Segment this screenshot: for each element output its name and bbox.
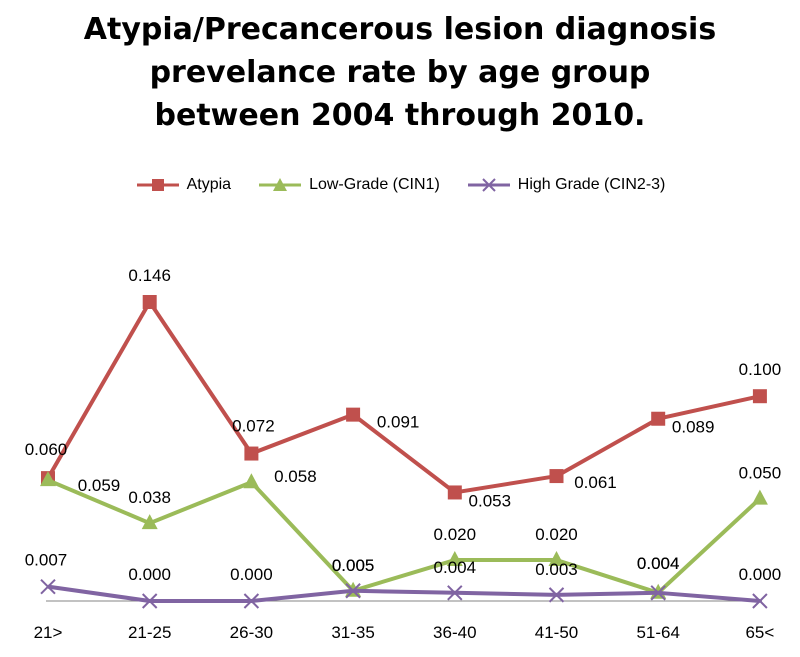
point-marker-low-grade	[40, 471, 56, 487]
legend-item-atypia: Atypia	[135, 176, 231, 194]
data-label-atypia: 0.091	[377, 413, 420, 432]
point-marker-low-grade	[751, 489, 768, 505]
data-label-low-grade: 0.038	[128, 488, 171, 507]
data-label-high-grade: 0.000	[128, 565, 171, 584]
legend-item-low-grade: Low-Grade (CIN1)	[257, 176, 440, 194]
legend-marker-low-grade	[259, 178, 302, 191]
point-marker-atypia	[346, 407, 361, 422]
data-label-atypia: 0.146	[128, 266, 171, 285]
data-label-low-grade: 0.059	[78, 476, 121, 495]
point-marker-high-grade	[141, 593, 158, 609]
data-label-high-grade: 0.000	[230, 565, 273, 584]
data-label-low-grade: 0.050	[739, 464, 782, 483]
x-tick-label: 21>	[34, 623, 63, 642]
data-label-high-grade: 0.000	[739, 565, 782, 584]
x-tick-label: 26-30	[230, 623, 273, 642]
data-label-high-grade: 0.004	[637, 554, 680, 573]
data-label-atypia: 0.053	[469, 491, 512, 510]
point-marker-low-grade	[141, 514, 158, 530]
data-label-low-grade: 0.020	[535, 525, 578, 544]
x-tick-label: 41-50	[535, 623, 578, 642]
x-tick-label: 65<	[745, 623, 774, 642]
series-line-high-grade	[47, 584, 761, 603]
chart-legend: Atypia Low-Grade (CIN1) High Grade (CIN2…	[0, 176, 800, 194]
point-marker-low-grade	[446, 551, 463, 567]
series-line-low-grade	[47, 478, 762, 595]
point-marker-atypia	[244, 446, 259, 461]
data-label-high-grade: 0.004	[434, 558, 477, 577]
point-marker-high-grade	[650, 585, 666, 601]
point-marker-high-grade	[40, 578, 56, 595]
data-label-low-grade: 0.020	[434, 525, 477, 544]
legend-label-low-grade: Low-Grade (CIN1)	[309, 176, 440, 193]
data-label-low-grade: 0.004	[637, 554, 680, 573]
point-marker-high-grade	[548, 587, 565, 603]
point-marker-high-grade	[447, 585, 463, 601]
point-marker-low-grade	[548, 551, 565, 567]
chart-title: Atypia/Precancerous lesion diagnosis pre…	[0, 8, 800, 137]
legend-marker-high-grade	[467, 178, 510, 192]
x-tick-label: 21-25	[128, 623, 171, 642]
legend-marker-atypia	[136, 179, 179, 191]
chart-title-line-1: Atypia/Precancerous lesion diagnosis	[83, 12, 717, 47]
data-label-high-grade: 0.003	[535, 560, 578, 579]
series-line-atypia	[46, 300, 761, 495]
x-tick-label: 31-35	[331, 623, 374, 642]
point-marker-atypia	[447, 485, 462, 500]
point-marker-atypia	[651, 411, 666, 426]
data-label-atypia: 0.061	[574, 473, 617, 492]
point-marker-high-grade	[752, 593, 768, 609]
data-label-low-grade: 0.005	[332, 556, 375, 575]
chart-title-line-3: between 2004 through 2010.	[154, 98, 646, 133]
legend-label-atypia: Atypia	[186, 176, 232, 193]
data-label-atypia: 0.072	[232, 417, 275, 436]
x-tick-label: 51-64	[636, 623, 679, 642]
data-label-atypia: 0.100	[739, 360, 782, 379]
point-marker-high-grade	[345, 583, 361, 599]
data-label-atypia: 0.089	[672, 418, 715, 437]
legend-item-high-grade: High Grade (CIN2-3)	[466, 176, 666, 194]
data-label-high-grade: 0.005	[332, 556, 375, 575]
data-label-atypia: 0.060	[25, 440, 68, 459]
point-marker-atypia	[752, 389, 767, 404]
point-marker-high-grade	[243, 593, 260, 609]
x-tick-label: 36-40	[433, 623, 476, 642]
point-marker-low-grade	[243, 473, 260, 489]
data-label-high-grade: 0.007	[25, 551, 68, 570]
point-marker-atypia	[549, 469, 564, 484]
point-marker-atypia	[142, 295, 157, 309]
chart-title-line-2: prevelance rate by age group	[149, 55, 651, 90]
legend-label-high-grade: High Grade (CIN2-3)	[517, 176, 666, 193]
data-label-low-grade: 0.058	[274, 467, 317, 486]
